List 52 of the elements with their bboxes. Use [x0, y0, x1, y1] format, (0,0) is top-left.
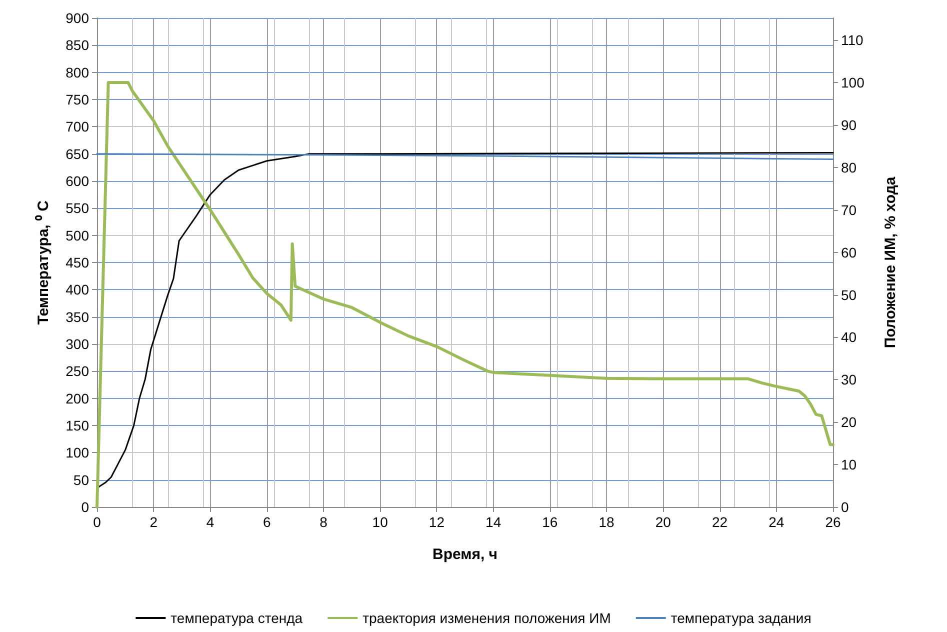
y2-tick-label: 70 [841, 202, 857, 218]
y2-tick-label: 30 [841, 372, 857, 388]
y-tick-label: 350 [66, 308, 90, 325]
y2-axis-title: Положение ИМ, % хода [882, 176, 899, 348]
x-tick-label: 4 [206, 514, 214, 530]
y2-tick-label: 80 [841, 159, 857, 176]
y-tick-label: 750 [66, 92, 90, 108]
x-tick-label: 26 [825, 514, 841, 530]
x-tick-label: 24 [768, 514, 784, 530]
x-tick-label: 2 [150, 514, 158, 530]
y-tick-label: 700 [66, 118, 90, 135]
y-tick-label: 650 [66, 146, 90, 162]
y-tick-label: 550 [66, 200, 90, 216]
y2-tick-label: 20 [841, 414, 857, 430]
y-tick-label: 50 [73, 472, 90, 488]
y-tick-label: 600 [66, 173, 90, 189]
x-axis-title: Время, ч [432, 546, 498, 563]
legend-label: траектория изменения положения ИМ [362, 610, 611, 626]
y2-tick-label: 40 [841, 329, 857, 346]
y2-tick-label: 110 [841, 32, 864, 48]
x-tick-label: 0 [93, 514, 102, 530]
x-tick-label: 22 [712, 514, 728, 530]
y-tick-label: 900 [66, 10, 90, 26]
y-tick-label: 100 [66, 444, 90, 461]
y2-tick-label: 60 [841, 244, 857, 260]
y2-tick-label: 100 [841, 74, 865, 91]
y-tick-label: 850 [66, 37, 90, 54]
y2-tick-label: 50 [841, 286, 857, 303]
y-tick-label: 0 [81, 499, 90, 515]
line-series [96, 152, 834, 489]
x-tick-label: 18 [598, 514, 615, 530]
y-tick-label: 250 [66, 363, 90, 380]
y-tick-label: 500 [66, 227, 90, 244]
y-tick-label: 450 [66, 254, 90, 270]
x-tick-label: 20 [655, 514, 672, 530]
legend-label: температура задания [670, 610, 812, 626]
y-tick-label: 800 [66, 64, 90, 80]
x-tick-label: 10 [372, 514, 388, 530]
y2-tick-label: 0 [841, 499, 849, 515]
y-tick-label: 300 [66, 336, 90, 352]
y-tick-label: 400 [66, 282, 90, 298]
y-axis-title: Температура, ⁰ С [34, 200, 52, 325]
x-tick-label: 6 [262, 514, 271, 530]
y-tick-label: 200 [66, 390, 90, 406]
legend-label: температура стенда [170, 610, 303, 626]
x-tick-label: 14 [486, 514, 502, 530]
y-tick-label: 150 [66, 418, 90, 434]
x-tick-label: 16 [542, 514, 558, 530]
y2-tick-label: 90 [841, 116, 857, 133]
y2-tick-label: 10 [841, 456, 857, 473]
x-tick-label: 8 [320, 514, 328, 530]
x-tick-label: 12 [428, 514, 445, 530]
